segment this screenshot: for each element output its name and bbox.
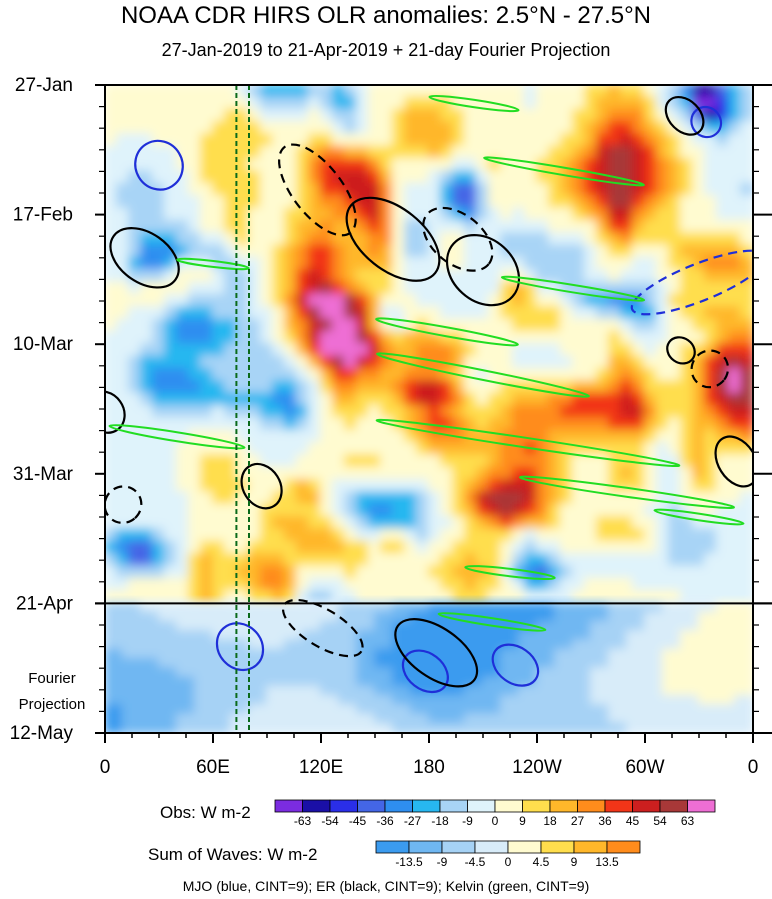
wave-contour-kelvin-21 — [375, 418, 681, 468]
x-tick-label-2: 120E — [299, 757, 343, 778]
wave-contour-er-8 — [345, 196, 441, 282]
obs-colorbar-swatch-8 — [494, 799, 523, 813]
wave-contour-kelvin-26 — [519, 475, 735, 509]
wave-contour-kelvin-22 — [375, 317, 519, 347]
wave-contour-er-9 — [445, 234, 521, 307]
obs-colorbar-level-1: -54 — [321, 814, 339, 828]
y-tick-label-3: 31-Mar — [13, 464, 74, 485]
projection-label-line1: Fourier — [28, 670, 76, 687]
wave-contour-mjo-2 — [215, 622, 265, 672]
wave-contour-er-16 — [690, 349, 730, 389]
wave-contour-mjo-5 — [690, 105, 723, 139]
obs-colorbar-swatch-5 — [412, 799, 441, 813]
x-tick-label-4: 120W — [512, 757, 562, 778]
waves-colorbar-swatch-3 — [474, 840, 509, 854]
wave-legend-note: MJO (blue, CINT=9); ER (black, CINT=9); … — [182, 878, 590, 894]
wave-contour-kelvin-31 — [653, 508, 745, 526]
obs-colorbar-level-2: -45 — [349, 814, 367, 828]
hovmoller-plot: 0 60E 120E 180 120W 60W 027-Jan17-Feb10-Mar31-… — [10, 75, 772, 869]
obs-colorbar-level-8: 9 — [519, 814, 526, 828]
obs-colorbar-level-12: 45 — [626, 814, 640, 828]
wave-contour-er-18 — [105, 485, 143, 524]
y-tick-label-4: 21-Apr — [16, 593, 74, 614]
obs-colorbar-swatch-3 — [357, 799, 386, 813]
chart-subtitle: 27-Jan-2019 to 21-Apr-2019 + 21-day Four… — [161, 40, 611, 60]
waves-colorbar-swatch-0 — [375, 840, 410, 854]
obs-colorbar-swatch-1 — [302, 799, 331, 813]
obs-colorbar-level-6: -9 — [462, 814, 473, 828]
waves-colorbar-label: Sum of Waves: W m-2 — [148, 845, 318, 864]
wave-contour-kelvin-23 — [500, 275, 646, 302]
waves-colorbar-level-3: 0 — [505, 855, 512, 869]
obs-colorbar-swatch-6 — [439, 799, 468, 813]
wave-contour-kelvin-20 — [376, 352, 590, 398]
obs-colorbar-swatch-13 — [632, 799, 661, 813]
wave-contour-kelvin-25 — [108, 424, 246, 450]
obs-colorbar-level-11: 36 — [598, 814, 612, 828]
wave-contour-mjo-0 — [134, 139, 184, 191]
obs-colorbar-swatch-11 — [577, 799, 606, 813]
wave-contour-kelvin-27 — [464, 565, 556, 581]
wave-contour-er-13 — [281, 598, 364, 658]
y-tick-label-2: 10-Mar — [13, 334, 74, 355]
obs-colorbar-swatch-7 — [467, 799, 496, 813]
waves-colorbar-swatch-2 — [441, 840, 476, 854]
obs-colorbar-swatch-0 — [274, 799, 303, 813]
obs-colorbar-level-10: 27 — [571, 814, 585, 828]
waves-colorbar-level-2: -4.5 — [465, 855, 486, 869]
obs-colorbar-swatch-14 — [659, 799, 688, 813]
obs-colorbar-swatch-15 — [687, 799, 716, 813]
x-tick-label-5: 60W — [625, 757, 664, 778]
x-tick-label-6: 0 — [748, 757, 759, 778]
obs-colorbar-swatch-4 — [384, 799, 413, 813]
wave-contour-kelvin-29 — [176, 257, 250, 271]
x-tick-label-1: 60E — [196, 757, 230, 778]
obs-colorbar-level-0: -63 — [294, 814, 312, 828]
wave-contour-er-15 — [666, 336, 696, 365]
waves-colorbar-swatch-5 — [540, 840, 575, 854]
projection-field — [105, 602, 753, 733]
wave-contour-er-11 — [240, 462, 283, 510]
waves-colorbar-level-5: 9 — [571, 855, 578, 869]
wave-contour-er-12 — [394, 618, 479, 688]
waves-colorbar-swatch-1 — [408, 840, 443, 854]
waves-colorbar-swatch-6 — [573, 840, 608, 854]
y-tick-label-1: 17-Feb — [13, 205, 73, 226]
x-tick-label-3: 180 — [413, 757, 445, 778]
obs-colorbar-swatch-12 — [604, 799, 633, 813]
wave-contour-mjo-4 — [491, 643, 540, 687]
waves-colorbar-swatch-4 — [507, 840, 542, 854]
wave-contour-mjo-1 — [630, 249, 753, 316]
obs-colorbar-level-13: 54 — [653, 814, 667, 828]
projection-label-line2: Projection — [19, 696, 86, 713]
obs-colorbar-swatch-9 — [522, 799, 551, 813]
wave-contour-mjo-3 — [401, 649, 449, 694]
wave-contour-er-10 — [422, 206, 494, 272]
wave-contour-er-6 — [109, 227, 180, 289]
wave-contour-kelvin-30 — [428, 94, 520, 113]
obs-colorbar-level-9: 18 — [543, 814, 557, 828]
waves-colorbar-swatch-7 — [606, 840, 641, 854]
waves-colorbar-level-6: 13.5 — [595, 855, 619, 869]
waves-colorbar-level-1: -9 — [437, 855, 448, 869]
waves-colorbar-level-0: -13.5 — [395, 855, 423, 869]
obs-colorbar-level-4: -27 — [404, 814, 422, 828]
obs-colorbar-level-5: -18 — [431, 814, 449, 828]
wave-contour-kelvin-28 — [437, 612, 547, 632]
chart-title: NOAA CDR HIRS OLR anomalies: 2.5°N - 27.… — [120, 2, 652, 29]
wave-contour-kelvin-24 — [483, 156, 645, 187]
obs-colorbar-swatch-10 — [549, 799, 578, 813]
wave-contour-er-19 — [664, 95, 705, 136]
y-tick-label-5: 12-May — [10, 723, 74, 744]
obs-colorbar-label: Obs: W m-2 — [160, 803, 251, 822]
x-tick-label-0: 0 — [100, 757, 111, 778]
obs-colorbar-level-3: -36 — [376, 814, 394, 828]
obs-colorbar-level-7: 0 — [492, 814, 499, 828]
obs-colorbar-swatch-2 — [329, 799, 358, 813]
y-tick-label-0: 27-Jan — [15, 75, 73, 96]
waves-colorbar-level-4: 4.5 — [533, 855, 550, 869]
obs-colorbar-level-14: 63 — [681, 814, 695, 828]
obs-anomaly-field — [105, 85, 753, 605]
